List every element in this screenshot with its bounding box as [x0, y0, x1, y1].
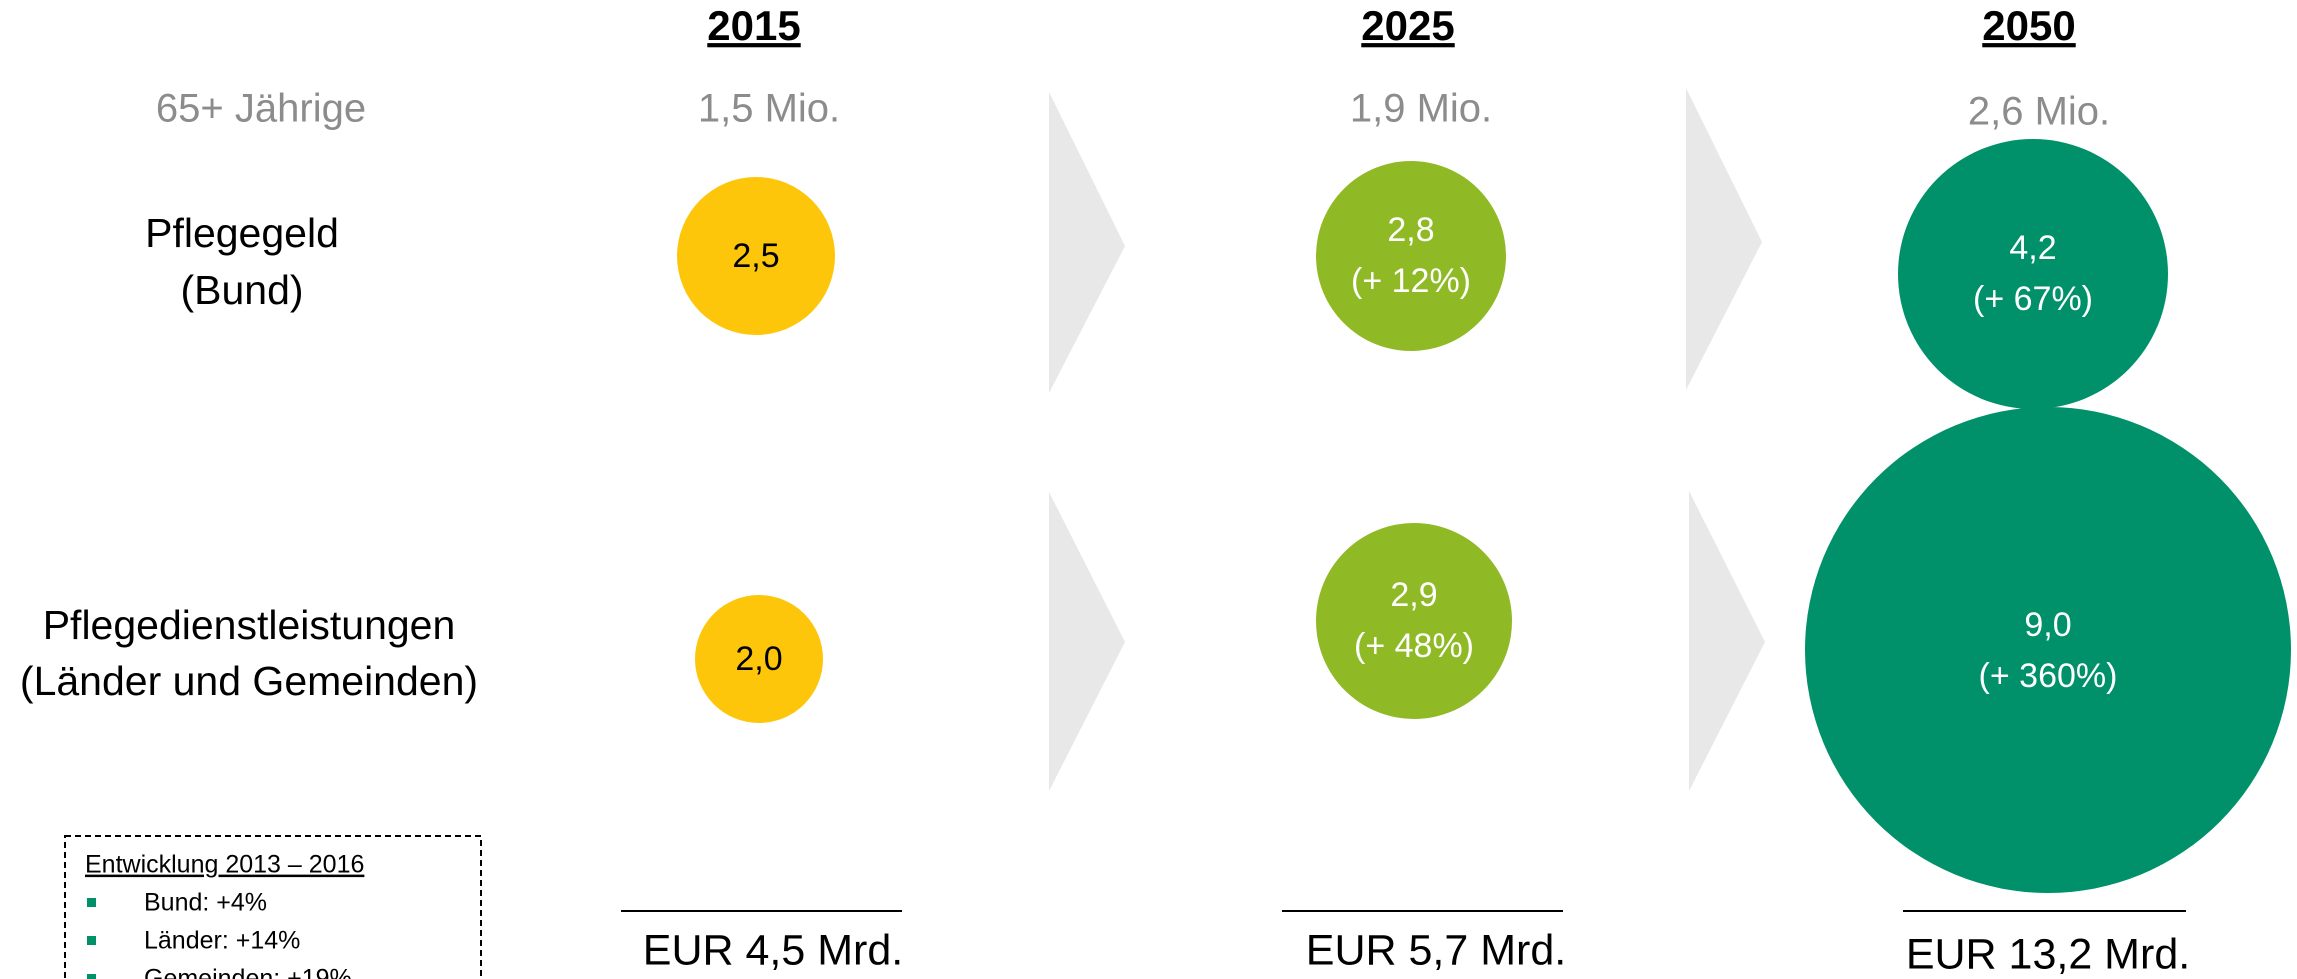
population-value: 1,5 Mio.: [698, 87, 840, 131]
bubble: [695, 595, 823, 723]
bubble-change: (+ 12%): [1351, 262, 1471, 300]
total: EUR 4,5 Mrd.: [643, 926, 903, 974]
row-label: (Länder und Gemeinden): [20, 658, 478, 704]
legend-item: Länder: +14%: [144, 927, 300, 955]
bullet: [87, 974, 96, 979]
chevron: [1689, 491, 1765, 791]
chevron: [1686, 88, 1762, 390]
row-label: Pflegegeld: [145, 210, 339, 256]
bubble: [1805, 407, 2291, 893]
row-label: Pflegedienstleistungen: [43, 602, 456, 648]
bubble-value: 2,8: [1387, 211, 1434, 249]
legend-box: [64, 835, 482, 979]
bubble: [1316, 523, 1512, 719]
bullet: [87, 936, 96, 945]
legend-item: Bund: +4%: [144, 889, 267, 917]
bubble-value: 9,0: [2024, 606, 2071, 644]
chevrons: [1049, 88, 1765, 791]
population-value: 2,6 Mio.: [1968, 90, 2110, 134]
total: EUR 5,7 Mrd.: [1306, 926, 1566, 974]
year: 2025: [1361, 2, 1454, 49]
bubble-value: 4,2: [2009, 229, 2056, 267]
population-value: 1,9 Mio.: [1350, 87, 1492, 131]
bubble-value: 2,5: [732, 237, 779, 275]
bubble: [677, 177, 835, 335]
bubble: [1316, 161, 1506, 351]
bubble-change: (+ 48%): [1354, 627, 1474, 665]
population-label: 65+ Jährige: [156, 87, 366, 131]
chevron: [1049, 492, 1125, 791]
chevron: [1049, 92, 1125, 393]
row-label: (Bund): [180, 267, 303, 313]
bubble-value: 2,0: [735, 640, 782, 678]
bullet: [87, 898, 96, 907]
bubble-change: (+ 67%): [1973, 280, 2093, 318]
bubble: [1898, 139, 2168, 409]
legend-item: Gemeinden: +19%: [144, 965, 352, 979]
total: EUR 13,2 Mrd.: [1906, 930, 2190, 978]
bubble-value: 2,9: [1390, 576, 1437, 614]
legend-title: Entwicklung 2013 – 2016: [85, 851, 364, 879]
year: 2015: [707, 2, 800, 49]
year: 2050: [1982, 2, 2075, 49]
bubble-change: (+ 360%): [1979, 657, 2118, 695]
